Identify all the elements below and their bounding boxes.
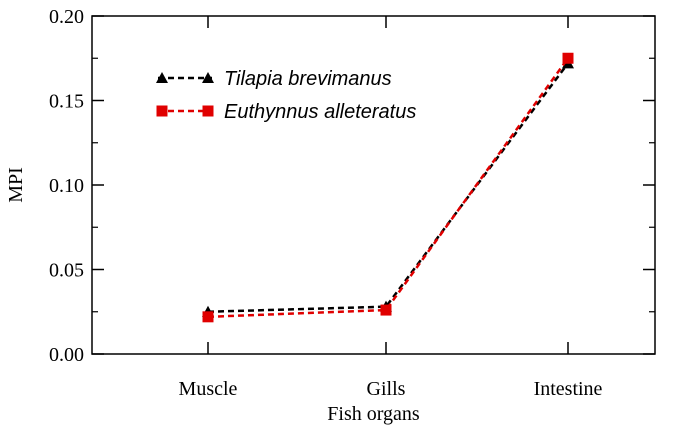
series-layer (202, 52, 574, 323)
legend-label: Tilapia brevimanus (224, 68, 392, 90)
y-tick-label: 0.20 (49, 6, 84, 28)
legend-marker-square (156, 105, 168, 117)
x-tick-label: Gills (367, 378, 406, 400)
data-point-square (202, 311, 214, 323)
legend-label: Euthynnus alleteratus (224, 101, 416, 123)
legend-marker-triangle (202, 72, 214, 83)
legend-marker-triangle (156, 72, 168, 83)
y-tick-label: 0.10 (49, 175, 84, 197)
x-axis-ticks: Muscle Gills Intestine (179, 16, 603, 400)
y-tick-label: 0.00 (49, 344, 84, 366)
x-axis-label: Fish organs (327, 403, 420, 425)
y-axis-ticks: 0.00 0.05 0.10 0.15 0.20 (49, 6, 655, 366)
y-tick-label: 0.15 (49, 91, 84, 113)
x-tick-label: Muscle (179, 378, 238, 400)
series-line-0 (207, 62, 570, 313)
data-point-square (562, 52, 574, 64)
x-tick-label: Intestine (534, 378, 603, 400)
legend: Tilapia brevimanus Euthynnus alleteratus (156, 68, 416, 123)
y-tick-label: 0.05 (49, 260, 84, 282)
y-axis-label: MPI (5, 167, 27, 203)
legend-marker-square (202, 105, 214, 117)
series-line-1 (207, 57, 570, 319)
data-point-square (380, 304, 392, 316)
